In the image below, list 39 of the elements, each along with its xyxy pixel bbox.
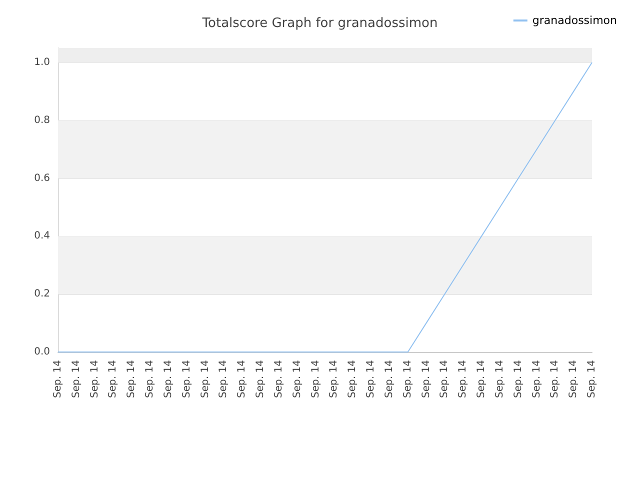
x-tick-label: Sep. 14 <box>200 360 211 398</box>
x-tick-label: Sep. 14 <box>347 360 358 398</box>
y-tick-label: 1.0 <box>34 56 50 68</box>
y-tick-label: 0.6 <box>34 172 50 184</box>
x-tick-label: Sep. 14 <box>144 360 156 398</box>
x-tick-label: Sep. 14 <box>476 360 488 398</box>
x-tick-label: Sep. 14 <box>568 360 580 398</box>
x-tick-label: Sep. 14 <box>384 360 395 398</box>
legend-label: granadossimon <box>532 14 618 27</box>
x-tick-label: Sep. 14 <box>494 360 506 398</box>
x-tick-label: Sep. 14 <box>366 360 377 398</box>
x-tick-label: Sep. 14 <box>439 360 450 398</box>
x-tick-label: Sep. 14 <box>162 360 174 398</box>
x-tick-label: Sep. 14 <box>108 360 119 398</box>
chart-title: Totalscore Graph for granadossimon <box>201 16 438 31</box>
x-tick-label: Sep. 14 <box>420 360 432 398</box>
x-tick-label: Sep. 14 <box>402 360 414 398</box>
x-tick-label: Sep. 14 <box>310 360 322 398</box>
x-tick-label: Sep. 14 <box>328 360 340 398</box>
x-tick-label: Sep. 14 <box>550 360 561 398</box>
x-tick-label: Sep. 14 <box>292 360 303 398</box>
y-tick-label: 0.4 <box>34 230 50 242</box>
line-series <box>58 62 592 352</box>
x-tick-label: Sep. 14 <box>531 360 542 398</box>
x-tick-label: Sep. 14 <box>236 360 248 398</box>
x-tick-label: Sep. 14 <box>273 360 284 398</box>
x-tick-label: Sep. 14 <box>52 360 64 398</box>
x-tick-label: Sep. 14 <box>126 360 138 398</box>
x-tick-label: Sep. 14 <box>458 360 469 398</box>
x-tick-label: Sep. 14 <box>512 360 524 398</box>
x-tick-label: Sep. 14 <box>255 360 266 398</box>
x-tick-label: Sep. 14 <box>181 360 192 398</box>
x-tick-label: Sep. 14 <box>70 360 82 398</box>
y-tick-label: 0.8 <box>34 114 50 126</box>
x-tick-label: Sep. 14 <box>586 360 598 398</box>
x-tick-label: Sep. 14 <box>218 360 230 398</box>
y-tick-label: 0.2 <box>34 288 50 300</box>
x-tick-label: Sep. 14 <box>89 360 100 398</box>
y-tick-label: 0.0 <box>34 346 50 358</box>
